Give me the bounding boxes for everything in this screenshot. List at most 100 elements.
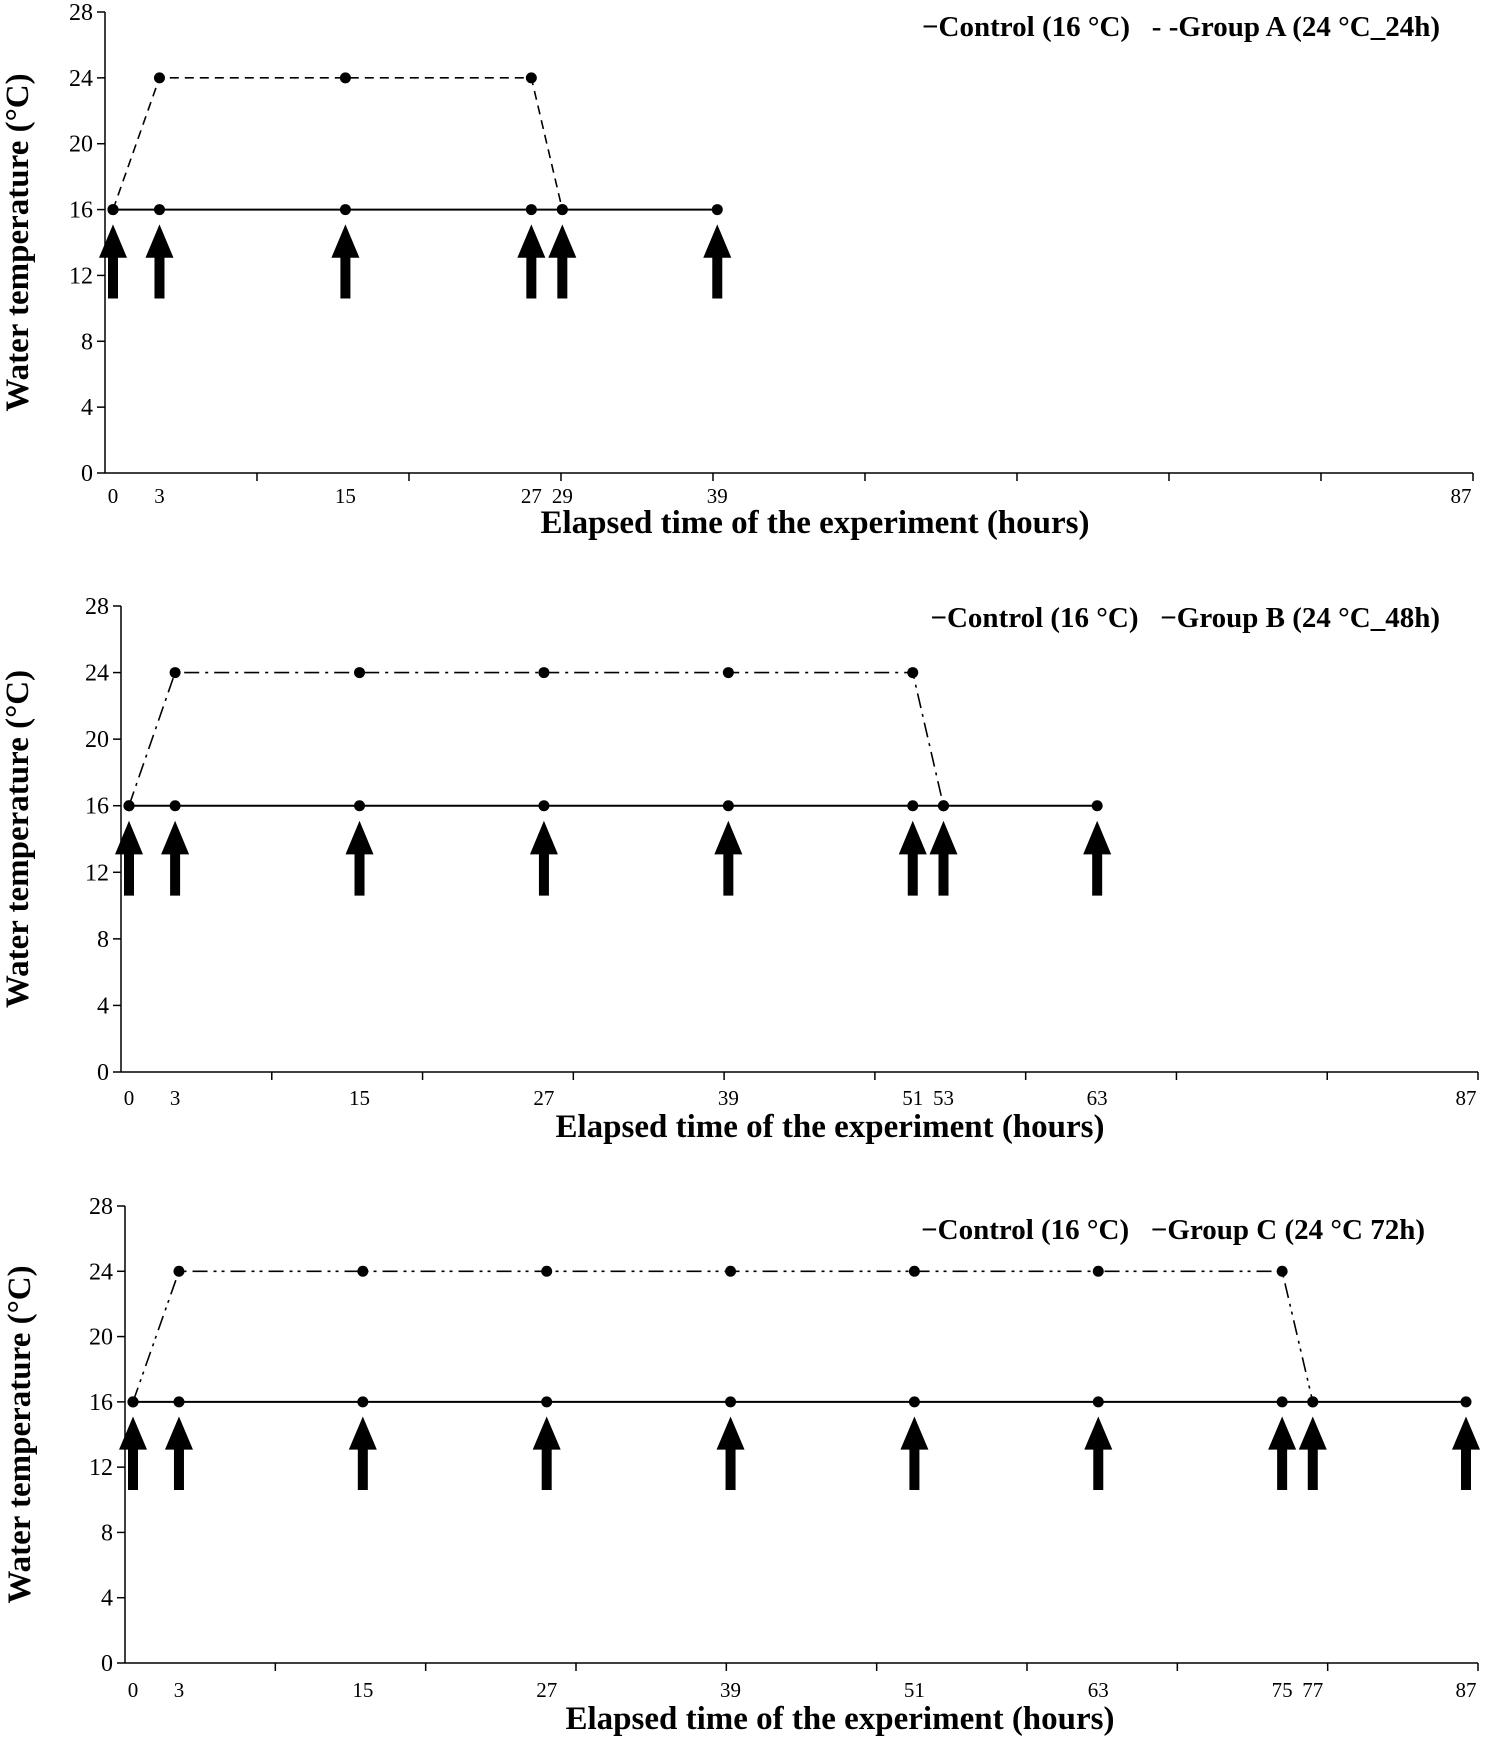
y-tick-label: 12	[85, 860, 109, 886]
legend: −Control (16 °C) - -Group A (24 °C_24h)	[922, 11, 1440, 43]
x-tick-label: 3	[170, 1086, 181, 1110]
data-point	[538, 800, 550, 812]
sampling-arrow-icon	[929, 820, 958, 896]
y-tick-label: 28	[89, 1194, 113, 1220]
data-point	[357, 1396, 369, 1408]
y-tick-label: 8	[97, 927, 109, 953]
x-tick-label: 51	[902, 1086, 923, 1110]
y-tick-label: 12	[89, 1455, 113, 1481]
x-axis-title: Elapsed time of the experiment (hours)	[565, 1701, 1114, 1737]
data-point	[907, 800, 919, 812]
data-point	[1092, 1396, 1104, 1408]
sampling-arrow-icon	[1452, 1416, 1480, 1490]
y-tick-label: 8	[81, 329, 93, 355]
y-tick-label: 0	[101, 1651, 113, 1677]
data-point	[1276, 1265, 1288, 1277]
data-point	[1460, 1396, 1472, 1408]
x-tick-label: 63	[1087, 1086, 1108, 1110]
x-tick-label: 51	[904, 1678, 925, 1702]
sampling-arrow-icon	[345, 820, 374, 896]
data-point	[339, 204, 351, 216]
data-point	[908, 1396, 920, 1408]
y-tick-label: 0	[97, 1060, 109, 1086]
sampling-arrow-icon	[1083, 820, 1112, 896]
chart-panel-3: 0 4 8 12 16 20 24 28 0 3 15 27 39 51 63 75 77 87 Elapsed t…	[2, 1194, 1480, 1737]
series-line-group	[128, 671, 945, 806]
sampling-arrow-icon	[1084, 1416, 1113, 1490]
data-point	[725, 1265, 737, 1277]
data-point	[907, 667, 919, 679]
y-tick-label: 20	[85, 727, 109, 753]
data-point	[153, 204, 165, 216]
y-tick-label: 8	[101, 1520, 113, 1546]
x-tick-label: 39	[707, 484, 728, 508]
y-axis-title: Water temperature (°C)	[2, 1265, 38, 1603]
y-axis-title: Water temperature (°C)	[0, 670, 36, 1008]
y-tick-label: 24	[85, 661, 109, 687]
legend: −Control (16 °C) −Group B (24 °C_48h)	[930, 602, 1440, 634]
data-point	[525, 72, 537, 84]
x-tick-label: 0	[124, 1086, 135, 1110]
sampling-arrow-icon	[99, 224, 127, 299]
legend: −Control (16 °C) −Group C (24 °C 72h)	[921, 1214, 1425, 1246]
x-tick-label: 3	[174, 1678, 185, 1702]
sampling-arrow-icon	[900, 1416, 929, 1490]
x-tick-label: 87	[1456, 1086, 1477, 1110]
data-point	[525, 204, 537, 216]
y-tick-label: 12	[69, 263, 93, 289]
x-tick-label: 75	[1272, 1678, 1293, 1702]
series-line-group	[112, 77, 564, 210]
y-tick-label: 4	[97, 993, 109, 1019]
chart-panel-1: 0 4 8 12 16 20 24 28 0 3 15 27 29 39 87 Elapsed time of…	[0, 0, 1474, 541]
x-tick-label: 29	[552, 484, 573, 508]
x-tick-label: 27	[536, 1678, 557, 1702]
legend-spacer	[1130, 11, 1152, 43]
x-tick-label: 39	[718, 1086, 739, 1110]
legend-spacer	[1138, 602, 1160, 634]
data-point	[173, 1396, 185, 1408]
sampling-arrow-icon	[164, 1416, 193, 1490]
data-point	[127, 1396, 139, 1408]
sampling-arrow-icon	[1268, 1416, 1297, 1490]
y-tick-label: 20	[69, 132, 93, 158]
sampling-arrow-icon	[119, 1416, 147, 1490]
data-point	[711, 204, 723, 216]
legend-spacer	[1129, 1214, 1151, 1246]
data-point	[354, 667, 366, 679]
data-point	[722, 667, 734, 679]
x-tick-label: 27	[521, 484, 542, 508]
data-point	[541, 1396, 553, 1408]
data-point	[1091, 800, 1103, 812]
y-tick-label: 16	[85, 794, 109, 820]
data-point	[169, 800, 181, 812]
data-point	[937, 800, 949, 812]
data-point	[908, 1265, 920, 1277]
series-line-group	[132, 1270, 1314, 1403]
data-point	[123, 800, 135, 812]
data-point	[1092, 1265, 1104, 1277]
sampling-arrow-icon	[161, 820, 190, 896]
data-point	[541, 1265, 553, 1277]
data-point	[173, 1265, 185, 1277]
sampling-arrow-icon	[348, 1416, 377, 1490]
y-tick-label: 0	[81, 461, 93, 487]
data-point	[169, 667, 181, 679]
sampling-arrow-icon	[703, 224, 732, 299]
data-point	[354, 800, 366, 812]
x-tick-label: 0	[128, 1678, 139, 1702]
data-point	[556, 204, 568, 216]
x-tick-label: 15	[349, 1086, 370, 1110]
data-point	[107, 204, 119, 216]
x-tick-label: 0	[108, 484, 119, 508]
y-tick-label: 28	[85, 594, 109, 620]
chart-panel-2: 0 4 8 12 16 20 24 28 0 3 15 27 39 51 53 63 87 Elapsed tim…	[0, 594, 1479, 1145]
sampling-arrow-icon	[517, 224, 546, 299]
legend-entry-control: −Control (16 °C)	[930, 602, 1138, 634]
sampling-arrow-icon	[716, 1416, 745, 1490]
data-point	[357, 1265, 369, 1277]
data-point	[153, 72, 165, 84]
legend-entry-group: −Group C (24 °C 72h)	[1151, 1214, 1425, 1246]
data-point	[538, 667, 550, 679]
x-tick-label: 15	[335, 484, 356, 508]
